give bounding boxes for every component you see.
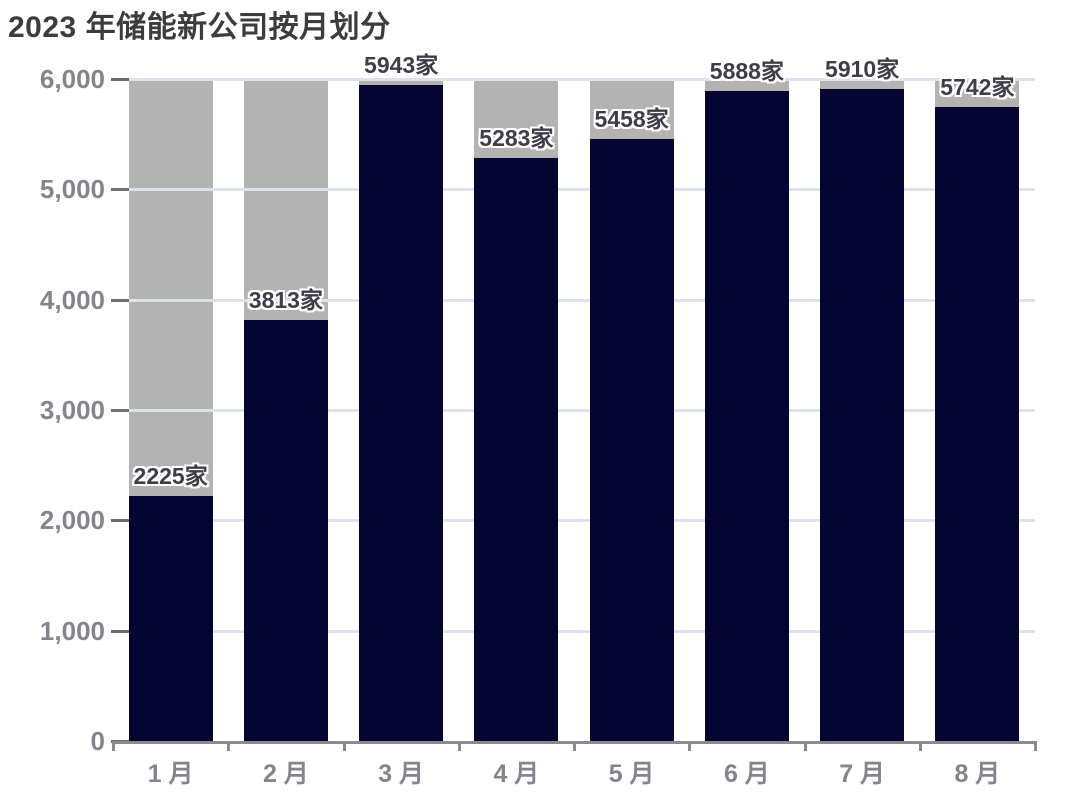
x-axis-tick [573,741,576,751]
bar [820,88,905,741]
bar [704,91,789,741]
bar-data-label: 5943家 [364,52,439,79]
y-axis-label: 0 [90,726,105,756]
x-axis-tick [112,741,115,751]
bar-data-label: 5910家 [825,55,900,82]
x-axis-label: 7 月 [839,760,886,788]
x-axis-label: 3 月 [378,760,425,788]
bar [589,138,674,741]
gridline [113,78,1035,81]
bar-data-label: 2225家 [133,462,208,489]
y-axis-label: 2,000 [39,505,105,536]
y-axis-tick [111,188,129,192]
x-axis-label: 5 月 [608,760,655,788]
y-axis-tick [111,78,129,81]
gridline [113,298,1035,302]
bar-data-label: 5888家 [709,58,784,85]
x-axis-tick [803,741,807,751]
plot-area: 2225家 3813家 5943家 5283家 5458家 5888家 5910家 5742家 [111,52,1035,743]
y-axis-label: 6,000 [39,64,105,94]
x-axis-label: 4 月 [493,760,540,788]
y-axis-label: 4,000 [39,284,105,315]
bar [474,158,559,741]
y-axis-tick [111,298,129,302]
x-axis-label: 2 月 [262,760,309,788]
gridline [113,409,1035,412]
y-axis-label: 3,000 [39,395,105,425]
bar [128,495,213,741]
y-axis-label: 5,000 [39,174,105,205]
y-axis-tick [111,409,129,412]
x-axis-tick [918,741,922,751]
chart-title: 2023 年储能新公司按月划分 [8,11,391,44]
x-axis-tick [1034,741,1037,751]
bar [935,107,1020,741]
x-axis-label: 8 月 [954,760,1001,788]
gridline [113,519,1035,523]
y-axis-tick [111,519,129,523]
x-axis-label: 6 月 [723,760,770,788]
x-axis-tick [227,741,231,751]
bar-data-label: 5283家 [479,125,554,152]
gridline [113,629,1035,633]
x-axis-tick [342,741,346,751]
x-axis-tick [688,741,692,751]
bar [243,320,328,741]
x-axis-tick [457,741,461,751]
y-axis-tick [111,629,129,633]
bar [359,85,444,741]
bar-data-label: 5458家 [594,105,669,132]
x-axis-label: 1 月 [147,760,194,788]
y-axis-label: 1,000 [39,615,105,646]
gridline [113,188,1035,192]
bar-data-label: 3813家 [248,287,323,314]
bar-data-label: 5742家 [940,74,1015,101]
